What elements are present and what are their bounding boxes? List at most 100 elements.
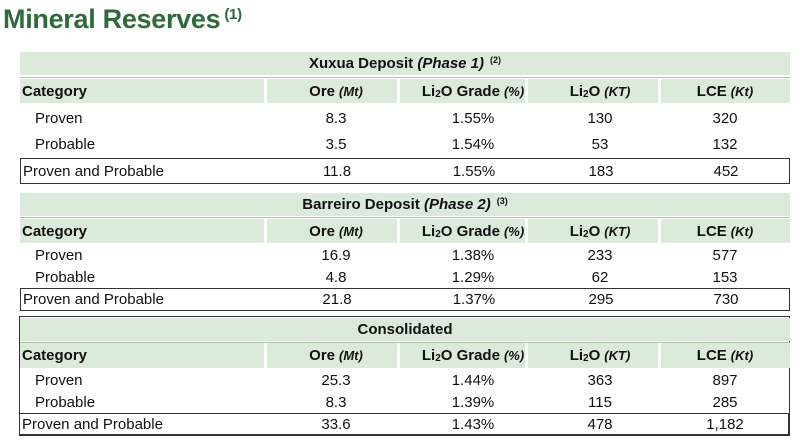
table-cell: 577 <box>712 246 738 264</box>
table-cell: 8.3 <box>325 109 347 127</box>
header-ore: Ore (Mt) <box>309 82 363 100</box>
table-row: Probable 8.3 1.39% 115 285 <box>20 391 790 413</box>
consolidated-section: Consolidated Category Ore (Mt) Li 2 O Grade… <box>19 316 790 436</box>
header-lce: LCE (Kt) <box>696 347 754 364</box>
header-row: Category Ore (Mt) Li 2 O Grade (%) Li 2 O (KT) … <box>20 219 790 243</box>
table-cell: 1.29% <box>451 268 495 286</box>
table-cell: Proven <box>35 371 83 389</box>
header-category: Category <box>22 222 88 240</box>
table-cell: Proven and Probable <box>23 291 164 308</box>
section-title-bar: Xuxua Deposit (Phase 1) (2) <box>20 52 790 75</box>
table-cell: 1.55% <box>452 162 496 180</box>
divider <box>20 217 790 218</box>
table-cell: 233 <box>587 246 613 264</box>
table-row: Probable 4.8 1.29% 62 153 <box>20 266 790 288</box>
table-cell: 1.55% <box>451 109 495 127</box>
total-row: Proven and Probable 11.8 1.55% 183 452 <box>20 158 790 184</box>
title-text: Mineral Reserves <box>3 4 221 34</box>
table-cell: Proven and Probable <box>23 162 164 180</box>
table-cell: 1.54% <box>451 135 495 153</box>
section-title: Barreiro Deposit <box>302 196 420 213</box>
section-footnote: (3) <box>496 196 508 206</box>
total-row: Proven and Probable 21.8 1.37% 295 730 <box>20 288 790 311</box>
title-footnote: (1) <box>224 6 242 23</box>
table-cell: 3.5 <box>325 135 347 153</box>
table-cell: 183 <box>588 162 614 180</box>
table-cell: 295 <box>588 291 614 308</box>
table-cell: 62 <box>591 268 609 286</box>
header-row: Category Ore (Mt) Li 2 O Grade (%) Li 2 O (KT) … <box>20 79 790 103</box>
header-ore: Ore (Mt) <box>309 347 363 364</box>
section-footnote: (2) <box>490 55 502 65</box>
header-grade: Li 2 O Grade (%) <box>421 347 525 364</box>
table-cell: Proven and Probable <box>22 415 163 433</box>
header-grade: Li 2 O Grade (%) <box>421 222 525 240</box>
divider <box>20 342 790 343</box>
table-cell: 285 <box>712 393 738 411</box>
section-border <box>19 316 790 436</box>
column-separator <box>264 343 267 368</box>
header-ore: Ore (Mt) <box>309 222 363 240</box>
table-cell: 1.38% <box>451 246 495 264</box>
table-cell: Probable <box>35 393 96 411</box>
header-category: Category <box>22 347 88 364</box>
table-row: Proven 8.3 1.55% 130 320 <box>20 105 790 131</box>
header-row: Category Ore (Mt) Li 2 O Grade (%) Li 2 O (KT) … <box>20 343 790 368</box>
table-cell: 132 <box>712 135 738 153</box>
page-title: Mineral Reserves (1) <box>3 4 242 35</box>
section-title-bar: Consolidated <box>20 318 790 341</box>
table-cell: 478 <box>587 415 613 433</box>
table-cell: 153 <box>712 268 738 286</box>
header-li2o: Li 2 O (KT) <box>569 347 631 364</box>
header-li2o: Li 2 O (KT) <box>569 82 631 100</box>
column-separator <box>658 219 661 243</box>
column-separator <box>264 219 267 243</box>
total-row: Proven and Probable 33.6 1.43% 478 1,182 <box>19 413 789 435</box>
table-cell: 53 <box>591 135 609 153</box>
column-separator <box>397 219 400 243</box>
table-cell: 1.44% <box>451 371 495 389</box>
column-separator <box>525 343 528 368</box>
section-title: Consolidated <box>357 321 453 338</box>
table-cell: 130 <box>587 109 613 127</box>
table-cell: 452 <box>713 162 739 180</box>
column-separator <box>525 219 528 243</box>
divider <box>20 77 790 78</box>
table-cell: Probable <box>35 135 96 153</box>
column-separator <box>658 79 661 103</box>
table-cell: 33.6 <box>321 415 351 433</box>
table-cell: Proven <box>35 109 83 127</box>
table-cell: 115 <box>588 393 612 411</box>
column-separator <box>397 79 400 103</box>
table-row: Proven 16.9 1.38% 233 577 <box>20 244 790 266</box>
table-cell: 4.8 <box>325 268 347 286</box>
table-cell: 730 <box>713 291 739 308</box>
header-lce: LCE (Kt) <box>696 222 754 240</box>
table-cell: 11.8 <box>322 162 352 180</box>
table-cell: 1.43% <box>451 415 495 433</box>
column-separator <box>397 343 400 368</box>
table-cell: Probable <box>35 268 96 286</box>
table-cell: 320 <box>712 109 738 127</box>
column-separator <box>658 343 661 368</box>
table-cell: 25.3 <box>321 371 351 389</box>
header-grade: Li 2 O Grade (%) <box>421 82 525 100</box>
table-cell: 363 <box>587 371 613 389</box>
table-cell: 897 <box>712 371 738 389</box>
table-cell: 8.3 <box>325 393 347 411</box>
table-row: Proven 25.3 1.44% 363 897 <box>20 369 790 391</box>
table-cell: Proven <box>35 246 83 264</box>
section-title-bar: Barreiro Deposit (Phase 2) (3) <box>20 193 790 216</box>
table-row: Probable 3.5 1.54% 53 132 <box>20 131 790 157</box>
section-title: Xuxua Deposit <box>308 55 414 72</box>
section-phase: (Phase 1) <box>417 55 485 72</box>
column-separator <box>264 79 267 103</box>
column-separator <box>525 79 528 103</box>
header-lce: LCE (Kt) <box>696 82 754 100</box>
table-cell: 1.37% <box>452 291 496 308</box>
table-cell: 1.39% <box>451 393 495 411</box>
header-li2o: Li 2 O (KT) <box>569 222 631 240</box>
header-category: Category <box>22 82 88 100</box>
table-cell: 1,182 <box>706 415 744 433</box>
table-cell: 21.8 <box>322 291 352 308</box>
